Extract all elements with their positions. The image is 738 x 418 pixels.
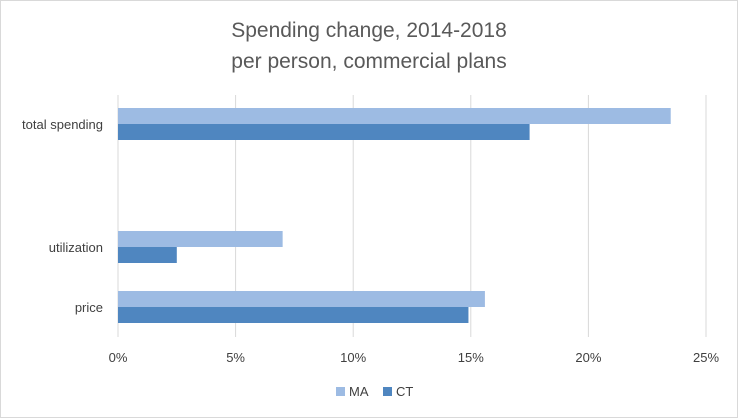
category-label: total spending (22, 117, 103, 132)
x-tick-label: 10% (340, 350, 366, 365)
chart-title: Spending change, 2014-2018 (231, 19, 507, 42)
x-tick-label: 0% (109, 350, 128, 365)
bars (118, 108, 671, 323)
x-tick-label: 25% (693, 350, 719, 365)
legend: MA CT (336, 384, 413, 399)
bar-ma-utilization (118, 231, 283, 247)
bar-ma-total-spending (118, 108, 671, 124)
bar-ct-utilization (118, 247, 177, 263)
category-labels: total spending utilization price (22, 117, 103, 315)
legend-label-ct: CT (396, 384, 413, 399)
legend-swatch-ct (383, 387, 392, 396)
x-tick-label: 5% (226, 350, 245, 365)
x-tick-labels: 0% 5% 10% 15% 20% 25% (109, 350, 720, 365)
bar-ct-total-spending (118, 124, 530, 140)
legend-swatch-ma (336, 387, 345, 396)
category-label: utilization (49, 240, 103, 255)
chart-subtitle: per person, commercial plans (231, 50, 506, 73)
legend-label-ma: MA (349, 384, 369, 399)
x-tick-label: 20% (575, 350, 601, 365)
bar-ct-price (118, 307, 469, 323)
bar-ma-price (118, 291, 485, 307)
x-tick-label: 15% (458, 350, 484, 365)
category-label: price (75, 300, 103, 315)
